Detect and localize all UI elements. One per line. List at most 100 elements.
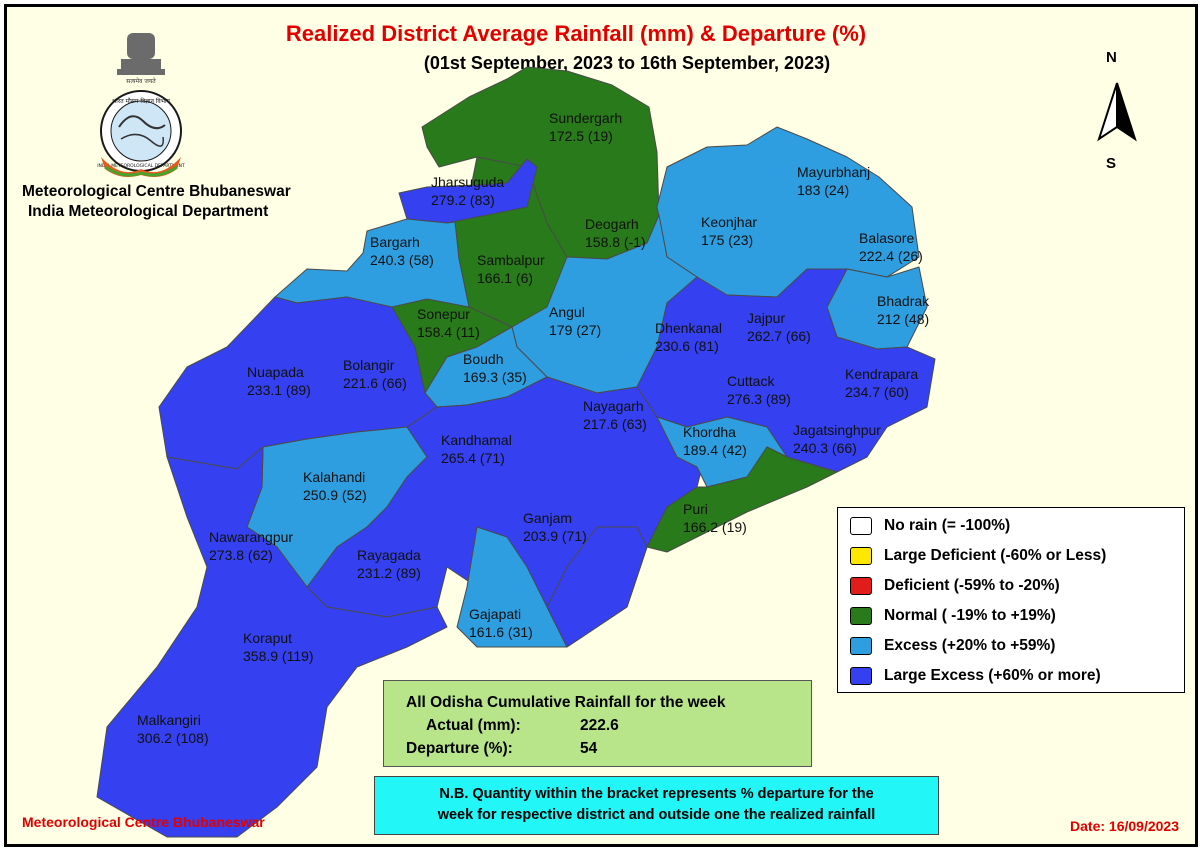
district-name-puri: Puri [683,501,708,517]
legend-item-normal: Normal ( -19% to +19%) [850,604,1056,628]
district-name-kalahandi: Kalahandi [303,469,365,485]
district-value-gajapati: 161.6 (31) [469,624,533,640]
district-value-keonjhar: 175 (23) [701,232,753,248]
district-name-malkangiri: Malkangiri [137,712,201,728]
district-name-mayurbhanj: Mayurbhanj [797,164,870,180]
legend-label: No rain (= -100%) [884,517,1011,534]
north-arrow: N S [1091,47,1141,187]
north-arrow-icon [1097,82,1137,142]
district-value-kalahandi: 250.9 (52) [303,487,367,503]
district-name-kandhamal: Kandhamal [441,432,512,448]
legend-swatch [850,517,872,535]
org-name-line1: Meteorological Centre Bhubaneswar [22,183,291,200]
district-name-sundergarh: Sundergarh [549,110,622,126]
svg-text:INDIA METEOROLOGICAL DEPARTMEN: INDIA METEOROLOGICAL DEPARTMENT [97,163,185,169]
district-name-jagatsinghpur: Jagatsinghpur [793,422,881,438]
district-name-keonjhar: Keonjhar [701,214,757,230]
district-value-balasore: 222.4 (26) [859,248,923,264]
district-value-khordha: 189.4 (42) [683,442,747,458]
actual-value: 222.6 [580,717,619,734]
district-value-angul: 179 (27) [549,322,601,338]
district-name-dhenkanal: Dhenkanal [655,320,722,336]
summary-title: All Odisha Cumulative Rainfall for the w… [406,694,726,711]
district-value-kendrapara: 234.7 (60) [845,384,909,400]
district-value-deogarh: 158.8 (-1) [585,234,646,250]
map-frame: Realized District Average Rainfall (mm) … [4,4,1198,847]
odisha-district-map: Sundergarh 172.5 (19) Jharsuguda 279.2 (83)… [96,66,936,838]
departure-label: Departure (%): [406,740,513,757]
footer-date: Date: 16/09/2023 [1070,818,1179,834]
cumulative-rainfall-summary: All Odisha Cumulative Rainfall for the w… [383,680,812,767]
district-value-koraput: 358.9 (119) [243,648,314,664]
imd-logo: सत्यमेव जयते भारत मौसम विज्ञान विभाग IND… [91,29,191,179]
legend-label: Normal ( -19% to +19%) [884,607,1056,624]
district-value-puri: 166.2 (19) [683,519,747,535]
legend-label: Large Excess (+60% or more) [884,667,1101,684]
district-name-sambalpur: Sambalpur [477,252,545,268]
district-name-jajpur: Jajpur [747,310,785,326]
district-name-koraput: Koraput [243,630,292,646]
district-value-jagatsinghpur: 240.3 (66) [793,440,857,456]
legend-swatch [850,607,872,625]
district-name-boudh: Boudh [463,351,503,367]
district-name-nawarangpur: Nawarangpur [209,529,293,545]
district-name-gajapati: Gajapati [469,606,521,622]
footer-organization: Meteorological Centre Bhubaneswar [22,814,265,830]
district-area-ganjam [546,526,648,648]
district-name-nayagarh: Nayagarh [583,398,644,414]
district-value-jajpur: 262.7 (66) [747,328,811,344]
district-value-kandhamal: 265.4 (71) [441,450,505,466]
district-area-mayurbhanj [656,126,920,298]
district-area-gajapati [456,526,568,648]
legend-item-excess: Excess (+20% to +59%) [850,634,1055,658]
district-value-bolangir: 221.6 (66) [343,375,407,391]
departure-value: 54 [580,740,598,757]
district-name-deogarh: Deogarh [585,216,639,232]
legend-item-no-rain: No rain (= -100%) [850,514,1010,538]
district-value-sambalpur: 166.1 (6) [477,270,533,286]
district-name-balasore: Balasore [859,230,914,246]
district-name-jharsuguda: Jharsuguda [431,174,504,190]
legend-box: No rain (= -100%) Large Deficient (-60% … [837,507,1185,693]
district-value-malkangiri: 306.2 (108) [137,730,209,746]
legend-swatch [850,637,872,655]
legend-label: Large Deficient (-60% or Less) [884,547,1107,564]
district-name-rayagada: Rayagada [357,547,421,563]
district-name-bargarh: Bargarh [370,234,420,250]
note-box: N.B. Quantity within the bracket represe… [374,776,939,835]
district-name-nuapada: Nuapada [247,364,304,380]
district-value-bhadrak: 212 (48) [877,311,929,327]
svg-text:सत्यमेव जयते: सत्यमेव जयते [126,77,156,85]
district-value-nayagarh: 217.6 (63) [583,416,647,432]
district-value-mayurbhanj: 183 (24) [797,182,849,198]
legend-swatch [850,667,872,685]
note-line2: week for respective district and outside… [437,807,876,823]
district-value-sundergarh: 172.5 (19) [549,128,613,144]
district-value-boudh: 169.3 (35) [463,369,527,385]
legend-swatch [850,547,872,565]
legend-item-large-excess: Large Excess (+60% or more) [850,664,1101,688]
note-line1: N.B. Quantity within the bracket represe… [439,786,874,802]
south-label: S [1106,155,1117,172]
district-name-bhadrak: Bhadrak [877,293,930,309]
legend-item-deficient: Deficient (-59% to -20%) [850,574,1060,598]
district-value-jharsuguda: 279.2 (83) [431,192,495,208]
district-name-cuttack: Cuttack [727,373,775,389]
district-value-sonepur: 158.4 (11) [417,324,480,340]
legend-swatch [850,577,872,595]
district-value-bargarh: 240.3 (58) [370,252,434,268]
district-name-ganjam: Ganjam [523,510,572,526]
district-name-bolangir: Bolangir [343,357,395,373]
map-title: Realized District Average Rainfall (mm) … [285,21,867,46]
district-value-nawarangpur: 273.8 (62) [209,547,273,563]
district-name-khordha: Khordha [683,424,736,440]
svg-text:भारत मौसम विज्ञान विभाग: भारत मौसम विज्ञान विभाग [112,97,170,105]
legend-label: Deficient (-59% to -20%) [884,577,1060,594]
legend-label: Excess (+20% to +59%) [884,637,1056,654]
actual-label: Actual (mm): [426,717,521,734]
district-value-rayagada: 231.2 (89) [357,565,421,581]
district-name-angul: Angul [549,304,585,320]
district-value-nuapada: 233.1 (89) [247,382,311,398]
org-name-line2: India Meteorological Department [28,203,269,220]
district-value-cuttack: 276.3 (89) [727,391,791,407]
